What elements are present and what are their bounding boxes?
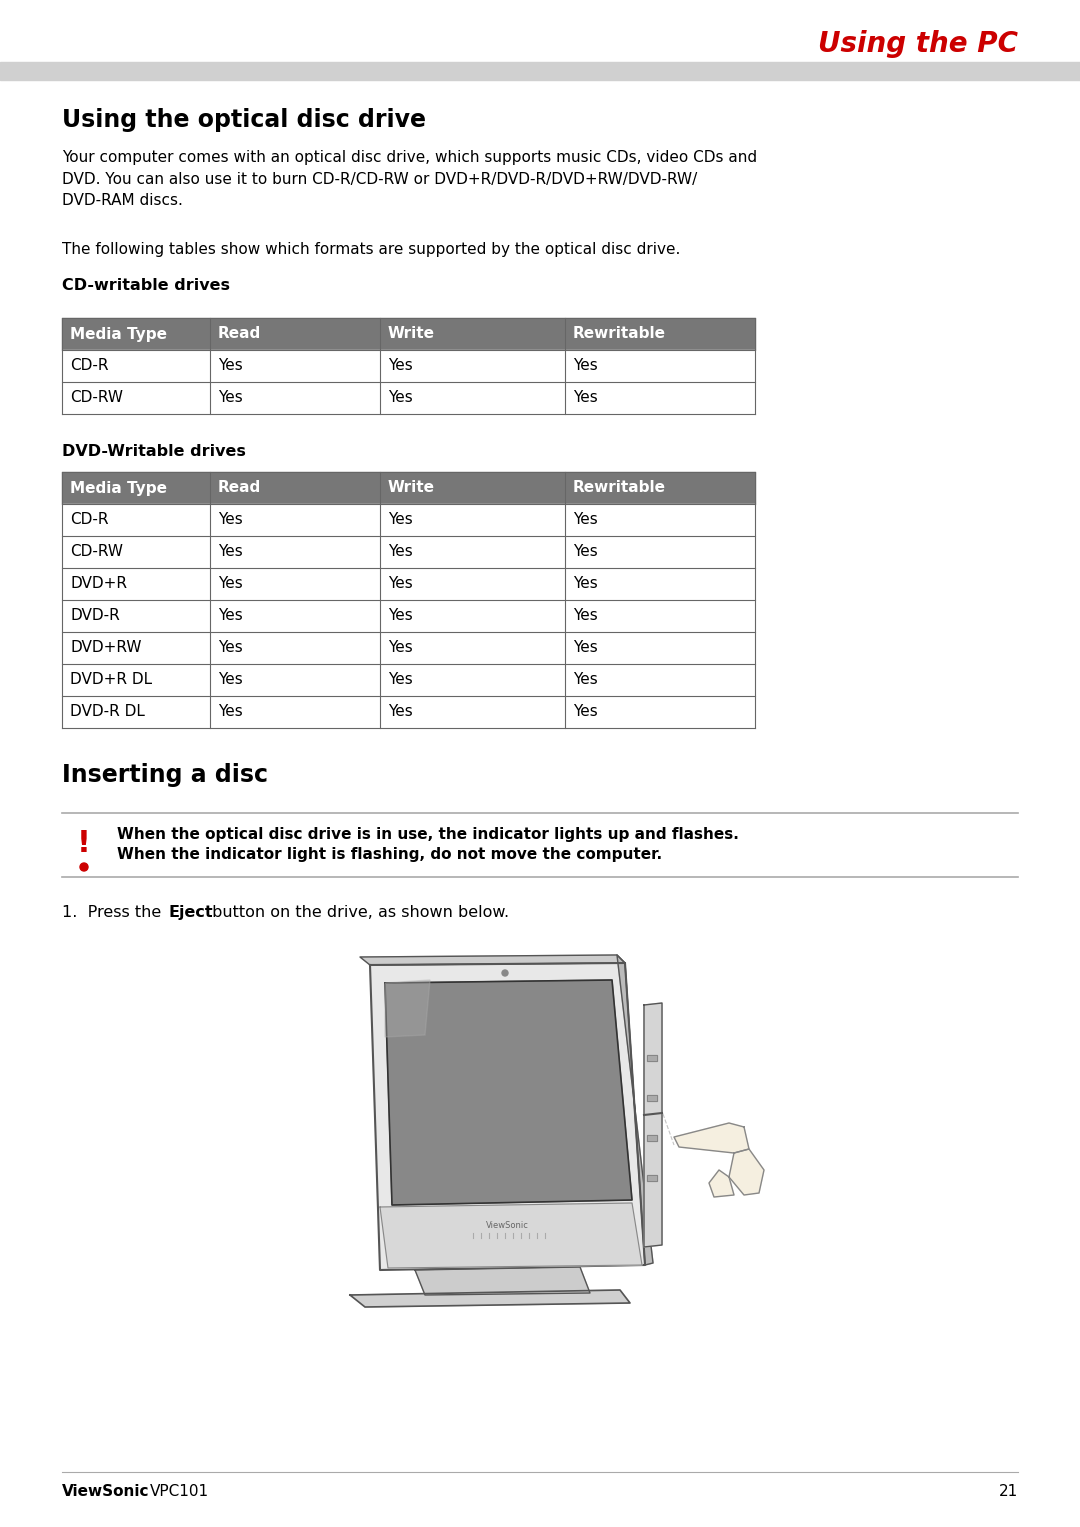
- Text: DVD-R DL: DVD-R DL: [70, 704, 145, 719]
- Text: CD-R: CD-R: [70, 359, 108, 374]
- Text: CD-writable drives: CD-writable drives: [62, 278, 230, 293]
- Text: Using the optical disc drive: Using the optical disc drive: [62, 108, 426, 131]
- Text: Yes: Yes: [218, 704, 243, 719]
- Text: Yes: Yes: [573, 513, 597, 527]
- Text: Yes: Yes: [388, 513, 413, 527]
- Bar: [647, 1095, 657, 1101]
- Bar: [62, 568, 755, 600]
- Text: 1.  Press the: 1. Press the: [62, 906, 166, 919]
- Text: When the optical disc drive is in use, the indicator lights up and flashes.: When the optical disc drive is in use, t…: [117, 828, 739, 841]
- Text: Yes: Yes: [388, 577, 413, 591]
- Text: Yes: Yes: [573, 640, 597, 655]
- Polygon shape: [729, 1148, 764, 1196]
- Text: Media Type: Media Type: [70, 481, 167, 495]
- Text: Yes: Yes: [388, 704, 413, 719]
- Text: Inserting a disc: Inserting a disc: [62, 764, 268, 786]
- Polygon shape: [617, 954, 653, 1264]
- Text: Yes: Yes: [573, 704, 597, 719]
- Text: DVD-R: DVD-R: [70, 608, 120, 623]
- Bar: [0, 63, 1080, 79]
- Text: Read: Read: [218, 481, 261, 495]
- Text: Eject: Eject: [168, 906, 214, 919]
- Text: Yes: Yes: [388, 391, 413, 406]
- Circle shape: [502, 970, 508, 976]
- Bar: [647, 1174, 657, 1180]
- Bar: [62, 696, 755, 728]
- Text: Yes: Yes: [573, 359, 597, 374]
- Polygon shape: [384, 980, 430, 1037]
- Text: Media Type: Media Type: [70, 327, 167, 342]
- Bar: [62, 318, 755, 350]
- Bar: [62, 536, 755, 568]
- Text: The following tables show which formats are supported by the optical disc drive.: The following tables show which formats …: [62, 241, 680, 257]
- Text: Yes: Yes: [218, 545, 243, 559]
- Polygon shape: [415, 1267, 590, 1295]
- Text: CD-RW: CD-RW: [70, 391, 123, 406]
- Text: Yes: Yes: [573, 608, 597, 623]
- Text: !: !: [77, 829, 91, 858]
- Text: DVD+R DL: DVD+R DL: [70, 672, 152, 687]
- Bar: [62, 382, 755, 414]
- Text: Yes: Yes: [573, 672, 597, 687]
- Text: Your computer comes with an optical disc drive, which supports music CDs, video : Your computer comes with an optical disc…: [62, 150, 757, 208]
- Text: DVD+R: DVD+R: [70, 577, 127, 591]
- Text: Write: Write: [388, 327, 435, 342]
- Text: Read: Read: [218, 327, 261, 342]
- Polygon shape: [380, 1203, 642, 1267]
- Text: Yes: Yes: [218, 513, 243, 527]
- Bar: [62, 472, 755, 504]
- Bar: [647, 1174, 657, 1180]
- Text: CD-R: CD-R: [70, 513, 108, 527]
- Polygon shape: [360, 954, 625, 965]
- Polygon shape: [674, 1122, 750, 1153]
- Text: Yes: Yes: [388, 608, 413, 623]
- Text: Yes: Yes: [388, 640, 413, 655]
- Text: DVD-Writable drives: DVD-Writable drives: [62, 444, 246, 460]
- Text: Rewritable: Rewritable: [573, 327, 666, 342]
- Bar: [647, 1055, 657, 1061]
- Bar: [647, 1135, 657, 1141]
- Polygon shape: [708, 1170, 734, 1197]
- Text: Yes: Yes: [388, 672, 413, 687]
- Polygon shape: [384, 980, 632, 1205]
- Bar: [62, 350, 755, 382]
- Text: When the indicator light is flashing, do not move the computer.: When the indicator light is flashing, do…: [117, 847, 662, 863]
- Text: Yes: Yes: [388, 359, 413, 374]
- Text: Yes: Yes: [573, 577, 597, 591]
- Text: Rewritable: Rewritable: [573, 481, 666, 495]
- Text: button on the drive, as shown below.: button on the drive, as shown below.: [207, 906, 509, 919]
- Bar: [62, 664, 755, 696]
- Text: Yes: Yes: [388, 545, 413, 559]
- Text: Yes: Yes: [573, 545, 597, 559]
- Text: Yes: Yes: [218, 672, 243, 687]
- Text: Yes: Yes: [218, 640, 243, 655]
- Circle shape: [80, 863, 87, 870]
- Text: Yes: Yes: [218, 608, 243, 623]
- Text: Write: Write: [388, 481, 435, 495]
- Polygon shape: [370, 964, 645, 1270]
- Text: VPC101: VPC101: [150, 1484, 210, 1500]
- Bar: [62, 632, 755, 664]
- Bar: [62, 504, 755, 536]
- Polygon shape: [644, 1003, 662, 1248]
- Text: ViewSonic: ViewSonic: [62, 1484, 149, 1500]
- Text: Using the PC: Using the PC: [818, 31, 1018, 58]
- Text: CD-RW: CD-RW: [70, 545, 123, 559]
- Bar: [647, 1135, 657, 1141]
- Text: Yes: Yes: [573, 391, 597, 406]
- Text: Yes: Yes: [218, 577, 243, 591]
- Text: 21: 21: [999, 1484, 1018, 1500]
- Bar: [647, 1095, 657, 1101]
- Bar: [647, 1055, 657, 1061]
- Text: ViewSonic: ViewSonic: [486, 1220, 529, 1229]
- Text: Yes: Yes: [218, 359, 243, 374]
- Polygon shape: [350, 1290, 630, 1307]
- Text: Yes: Yes: [218, 391, 243, 406]
- Text: DVD+RW: DVD+RW: [70, 640, 141, 655]
- Bar: [62, 600, 755, 632]
